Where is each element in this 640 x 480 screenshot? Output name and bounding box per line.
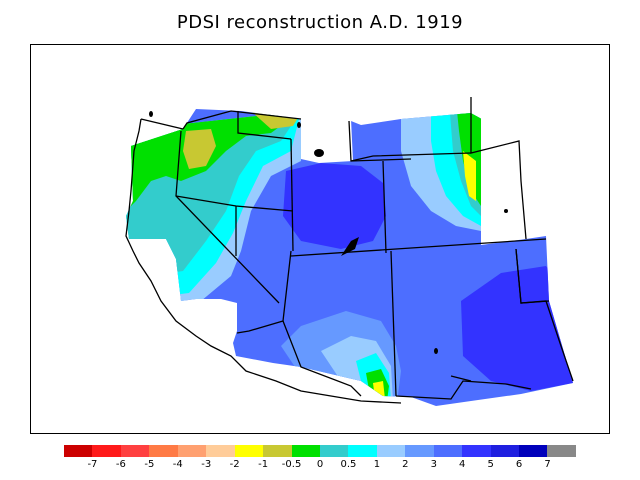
- legend-label: -5: [144, 459, 155, 470]
- border-north: [182, 110, 302, 130]
- lake-3: [504, 209, 508, 213]
- lake-4: [434, 348, 438, 354]
- legend-swatch: [120, 445, 150, 457]
- legend-label: 0.5: [340, 459, 357, 470]
- legend-swatch: [462, 445, 491, 457]
- legend-swatch: [319, 445, 349, 457]
- legend-swatch: [291, 445, 320, 457]
- legend-swatch: [206, 445, 235, 457]
- legend-label: -3: [201, 459, 212, 470]
- lakes: [149, 111, 508, 354]
- border-wy-ne: [382, 160, 387, 254]
- legend-label: -0.5: [281, 459, 302, 470]
- pdsi-map: [125, 97, 574, 406]
- legend-label: 4: [459, 459, 466, 470]
- border-id-wy: [290, 138, 294, 252]
- border-co-north: [290, 238, 547, 257]
- legend-swatch: [263, 445, 292, 457]
- border-tx-east: [515, 248, 574, 382]
- field-olive: [183, 129, 216, 169]
- legend-label: -7: [87, 459, 98, 470]
- legend-swatch: [376, 445, 406, 457]
- legend-label: 2: [402, 459, 409, 470]
- legend-label: -6: [115, 459, 126, 470]
- legend-swatches: [64, 445, 576, 457]
- page-title: PDSI reconstruction A.D. 1919: [176, 12, 464, 33]
- legend-label: -4: [172, 459, 183, 470]
- border-tx-detail: [450, 375, 472, 382]
- legend-swatch: [405, 445, 434, 457]
- state-borders: [140, 97, 574, 400]
- legend-swatch: [92, 445, 121, 457]
- lake-2: [297, 122, 301, 128]
- field-yellow-south: [373, 381, 385, 399]
- border-mt-nd: [350, 152, 472, 162]
- no-data-areas: [301, 113, 526, 245]
- field-wet-core-east: [461, 266, 573, 391]
- legend-label: 7: [544, 459, 551, 470]
- legend-swatch: [490, 445, 519, 457]
- border-nm-tx: [395, 380, 532, 400]
- field-wet-core-north: [283, 163, 386, 249]
- legend-label: 1: [373, 459, 381, 470]
- great-salt-lake: [341, 237, 359, 256]
- no-data-dakotas: [471, 113, 526, 245]
- map-frame: [30, 44, 610, 434]
- border-wa-or: [140, 118, 184, 130]
- legend-swatch: [234, 445, 264, 457]
- color-legend: -7 -6 -5 -4 -3 -2 -1 -0.5 0 0.5 1 2 3 4 5 6 7: [64, 445, 578, 473]
- border-az-mx: [282, 320, 362, 397]
- legend-label: 5: [487, 459, 494, 470]
- coastline: [125, 118, 402, 404]
- no-data-montana-gap: [301, 119, 353, 163]
- legend-swatch: [433, 445, 463, 457]
- legend-swatch: [547, 445, 576, 457]
- border-idaho-north: [237, 111, 292, 140]
- lake-1: [149, 111, 153, 117]
- legend-label: -2: [229, 459, 240, 470]
- legend-swatch: [149, 445, 178, 457]
- legend-swatch: [519, 445, 548, 457]
- legend-label: 6: [515, 459, 523, 470]
- legend-swatch: [348, 445, 377, 457]
- legend-label: -1: [258, 459, 269, 470]
- legend-swatch: [177, 445, 207, 457]
- border-dakotas: [470, 97, 527, 240]
- legend-label: 3: [430, 459, 437, 470]
- border-co-ks: [390, 250, 397, 397]
- legend-swatch: [64, 445, 93, 457]
- border-az-nv: [236, 250, 292, 334]
- lake-yellowstone: [314, 149, 324, 157]
- field-yellow-ne: [463, 151, 476, 201]
- legend-label: 0: [316, 459, 324, 470]
- legend-labels: -7 -6 -5 -4 -3 -2 -1 -0.5 0 0.5 1 2 3 4 5 6 7: [64, 457, 578, 471]
